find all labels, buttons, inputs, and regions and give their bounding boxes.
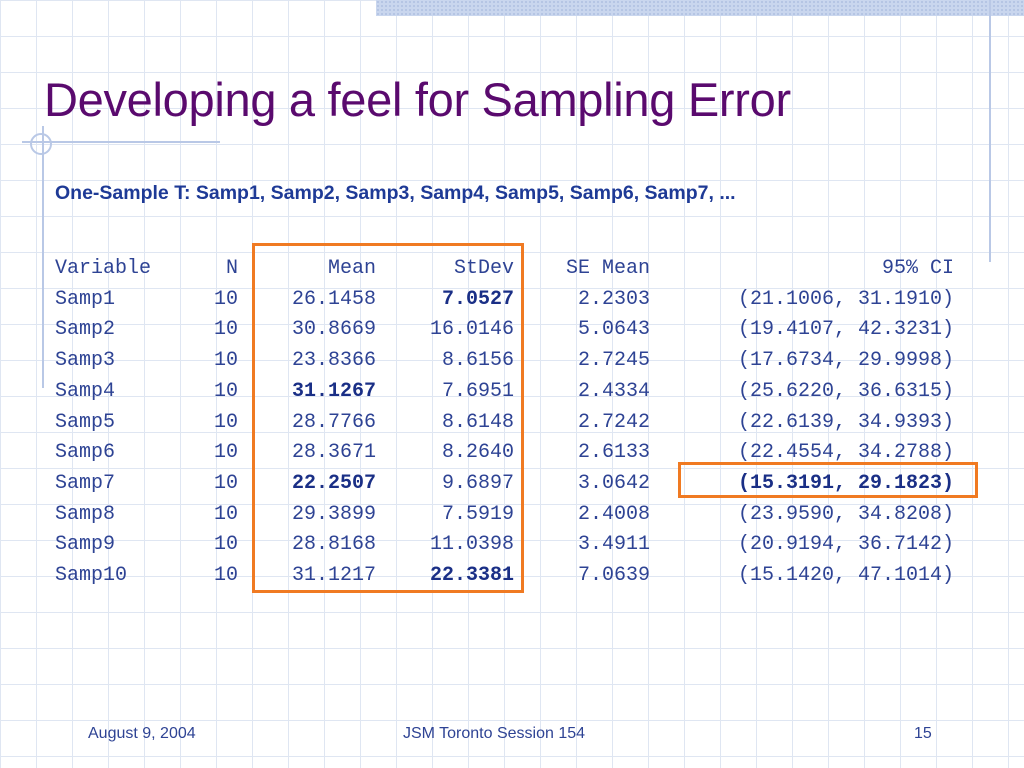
- cell-ci: (19.4107, 42.3231): [737, 318, 954, 342]
- decorative-vertical-line: [989, 0, 991, 262]
- cell-variable: Samp10: [55, 564, 128, 588]
- cell-variable: Samp9: [55, 533, 116, 557]
- cell-ci: (25.6220, 36.6315): [737, 379, 954, 403]
- cell-variable: Samp2: [55, 318, 116, 342]
- cell-n: 10: [213, 287, 238, 311]
- cell-ci: (22.6139, 34.9393): [737, 410, 954, 434]
- cell-mean: 31.1217: [291, 564, 376, 588]
- cell-ci: (21.1006, 31.1910): [737, 287, 954, 311]
- cell-n: 10: [213, 410, 238, 434]
- cell-stdev: 8.6156: [441, 349, 514, 373]
- table-row: Samp8 10 29.3899 7.5919 2.4008 (23.9590, 34.8…: [55, 500, 954, 531]
- table-body: Samp1 10 26.1458 7.0527 2.2303 (21.1006, 31.1…: [55, 285, 954, 592]
- table-row: Samp5 10 28.7766 8.6148 2.7242 (22.6139, 34.9…: [55, 408, 954, 439]
- cell-stdev: 8.6148: [441, 410, 514, 434]
- cell-se-mean: 2.7245: [577, 349, 650, 373]
- cell-variable: Samp6: [55, 441, 116, 465]
- cell-variable: Samp5: [55, 410, 116, 434]
- table-row: Samp6 10 28.3671 8.2640 2.6133 (22.4554, 34.2…: [55, 438, 954, 469]
- cell-se-mean: 5.0643: [577, 318, 650, 342]
- cell-n: 10: [213, 441, 238, 465]
- table-row: Samp9 10 28.8168 11.0398 3.4911 (20.9194, 36.…: [55, 530, 954, 561]
- cell-ci: (22.4554, 34.2788): [737, 441, 954, 465]
- cell-se-mean: 3.0642: [577, 471, 650, 495]
- table-row: Samp4 10 31.1267 7.6951 2.4334 (25.6220, 36.6…: [55, 377, 954, 408]
- cell-stdev: 7.0527: [441, 287, 514, 311]
- ci-highlight-box: [678, 462, 978, 498]
- cell-variable: Samp3: [55, 349, 116, 373]
- header-n: N: [225, 257, 238, 280]
- output-subtitle: One-Sample T: Samp1, Samp2, Samp3, Samp4…: [55, 182, 736, 204]
- cell-se-mean: 3.4911: [577, 533, 650, 557]
- cell-se-mean: 7.0639: [577, 564, 650, 588]
- decorative-horizontal-line: [22, 141, 220, 143]
- cell-n: 10: [213, 471, 238, 495]
- slide-title: Developing a feel for Sampling Error: [44, 73, 791, 126]
- cell-n: 10: [213, 379, 238, 403]
- header-stdev: StDev: [453, 257, 514, 280]
- cell-mean: 29.3899: [291, 502, 376, 526]
- cell-mean: 28.3671: [291, 441, 376, 465]
- cell-n: 10: [213, 564, 238, 588]
- cell-n: 10: [213, 349, 238, 373]
- cell-ci: (23.9590, 34.8208): [737, 502, 954, 526]
- cell-stdev: 9.6897: [441, 471, 514, 495]
- cell-variable: Samp1: [55, 287, 116, 311]
- cell-stdev: 7.5919: [441, 502, 514, 526]
- cell-stdev: 11.0398: [429, 533, 514, 557]
- cell-mean: 22.2507: [291, 471, 376, 495]
- cell-variable: Samp8: [55, 502, 116, 526]
- table-row: Samp7 10 22.2507 9.6897 3.0642 (15.3191, 29.1…: [55, 469, 954, 500]
- table-row: Samp10 10 31.1217 22.3381 7.0639 (15.1420, 47…: [55, 561, 954, 592]
- table-row: Samp2 10 30.8669 16.0146 5.0643 (19.4107, 42.…: [55, 315, 954, 346]
- cell-mean: 28.7766: [291, 410, 376, 434]
- cell-stdev: 16.0146: [429, 318, 514, 342]
- cell-n: 10: [213, 533, 238, 557]
- header-se-mean: SE Mean: [565, 257, 650, 280]
- cell-ci: (15.3191, 29.1823): [737, 471, 954, 495]
- header-95-ci: 95% CI: [881, 257, 954, 280]
- cell-mean: 23.8366: [291, 349, 376, 373]
- crosshair-icon: [30, 133, 52, 155]
- cell-n: 10: [213, 318, 238, 342]
- cell-ci: (17.6734, 29.9998): [737, 349, 954, 373]
- top-decorative-band: [376, 0, 1024, 16]
- footer-date: August 9, 2004: [88, 725, 196, 742]
- cell-ci: (15.1420, 47.1014): [737, 564, 954, 588]
- table-row: Samp3 10 23.8366 8.6156 2.7245 (17.6734, 29.9…: [55, 346, 954, 377]
- cell-se-mean: 2.7242: [577, 410, 650, 434]
- header-mean: Mean: [327, 257, 376, 280]
- cell-se-mean: 2.4008: [577, 502, 650, 526]
- footer-session: JSM Toronto Session 154: [403, 725, 586, 742]
- slide-number: 15: [914, 725, 932, 742]
- header-variable: Variable: [55, 257, 152, 280]
- cell-ci: (20.9194, 36.7142): [737, 533, 954, 557]
- table-row: Samp1 10 26.1458 7.0527 2.2303 (21.1006, 31.1…: [55, 285, 954, 316]
- cell-mean: 31.1267: [291, 379, 376, 403]
- cell-variable: Samp4: [55, 379, 116, 403]
- cell-mean: 26.1458: [291, 287, 376, 311]
- cell-stdev: 7.6951: [441, 379, 514, 403]
- cell-variable: Samp7: [55, 471, 116, 495]
- cell-stdev: 8.2640: [441, 441, 514, 465]
- table-header-row: Variable N Mean StDev SE Mean 95% CI: [55, 254, 954, 285]
- cell-se-mean: 2.6133: [577, 441, 650, 465]
- mean-stdev-highlight-box: [252, 243, 524, 593]
- cell-mean: 28.8168: [291, 533, 376, 557]
- one-sample-t-table: Variable N Mean StDev SE Mean 95% CI Sam…: [55, 254, 954, 592]
- decorative-left-line: [42, 126, 44, 388]
- cell-se-mean: 2.2303: [577, 287, 650, 311]
- cell-se-mean: 2.4334: [577, 379, 650, 403]
- cell-stdev: 22.3381: [429, 564, 514, 588]
- cell-mean: 30.8669: [291, 318, 376, 342]
- cell-n: 10: [213, 502, 238, 526]
